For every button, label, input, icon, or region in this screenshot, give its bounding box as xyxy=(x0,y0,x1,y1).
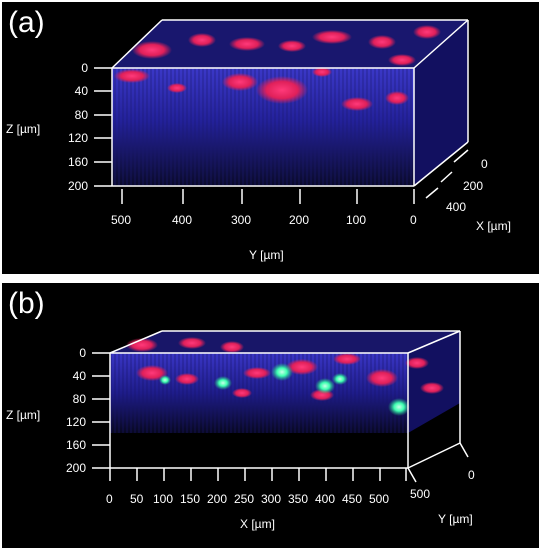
z-tick-label: 200 xyxy=(67,179,88,193)
y-tick-label: 0 xyxy=(468,468,475,482)
x-ticks-a xyxy=(425,149,469,199)
x-tick-label: 400 xyxy=(446,200,467,214)
y-tick-label: 100 xyxy=(346,213,367,227)
red-cell-clusters xyxy=(114,25,441,111)
z-tick-label: 80 xyxy=(74,108,88,122)
y-ticks-b xyxy=(407,442,469,483)
panel-label-b: (b) xyxy=(8,287,45,320)
y-ticks-a xyxy=(121,189,415,204)
panel-b: (b) Z [µm] 0 40 80 120 160 200 0 50 100 … xyxy=(2,283,539,548)
x-tick-label: 200 xyxy=(463,179,484,193)
box-frame-a xyxy=(111,19,469,187)
x-tick-label: 400 xyxy=(315,492,336,506)
y-tick-label: 200 xyxy=(289,213,310,227)
panel-label-a: (a) xyxy=(8,6,45,39)
x-tick-label: 500 xyxy=(369,492,390,506)
red-cell-clusters xyxy=(126,337,444,401)
y-tick-label: 500 xyxy=(111,213,132,227)
volume-render-b xyxy=(92,330,469,483)
x-ticks-b xyxy=(109,468,407,481)
x-tick-label: 0 xyxy=(481,157,488,171)
x-tick-label: 0 xyxy=(106,492,113,506)
x-tick-label: 50 xyxy=(130,492,144,506)
y-axis-label-a: Y [µm] xyxy=(249,248,284,262)
z-tick-label: 120 xyxy=(65,415,86,429)
volume-render-a xyxy=(94,19,469,204)
z-tick-label: 40 xyxy=(74,84,88,98)
z-axis-label-b: Z [µm] xyxy=(6,408,41,422)
z-tick-label: 40 xyxy=(72,369,86,383)
z-tick-label: 0 xyxy=(81,61,88,75)
x-tick-label: 300 xyxy=(261,492,282,506)
panel-a: (a) Z [µm] 0 40 80 120 160 200 500 400 3… xyxy=(2,2,539,274)
x-tick-label: 150 xyxy=(180,492,201,506)
volume-side-face xyxy=(414,20,468,186)
z-tick-label: 80 xyxy=(72,392,86,406)
z-tick-label: 200 xyxy=(65,461,86,475)
x-tick-label: 200 xyxy=(207,492,228,506)
green-cells xyxy=(159,363,410,416)
volume-side-face xyxy=(408,331,460,433)
x-tick-label: 350 xyxy=(288,492,309,506)
z-ticks-b xyxy=(92,352,110,469)
y-tick-label: 300 xyxy=(231,213,252,227)
y-tick-label: 0 xyxy=(410,213,417,227)
x-tick-label: 450 xyxy=(342,492,363,506)
z-tick-label: 120 xyxy=(67,131,88,145)
box-frame-b xyxy=(109,330,461,469)
z-axis-label-a: Z [µm] xyxy=(6,122,41,136)
z-tick-label: 160 xyxy=(65,438,86,452)
z-tick-label: 0 xyxy=(79,346,86,360)
x-tick-label: 100 xyxy=(153,492,174,506)
z-tick-label: 160 xyxy=(67,155,88,169)
x-axis-label-b: X [µm] xyxy=(240,517,275,531)
y-tick-label: 400 xyxy=(172,213,193,227)
z-ticks-a xyxy=(94,67,112,187)
y-axis-label-b: Y [µm] xyxy=(438,512,473,526)
x-tick-label: 250 xyxy=(234,492,255,506)
y-tick-label: 500 xyxy=(410,487,431,501)
x-axis-label-a: X [µm] xyxy=(476,219,511,233)
